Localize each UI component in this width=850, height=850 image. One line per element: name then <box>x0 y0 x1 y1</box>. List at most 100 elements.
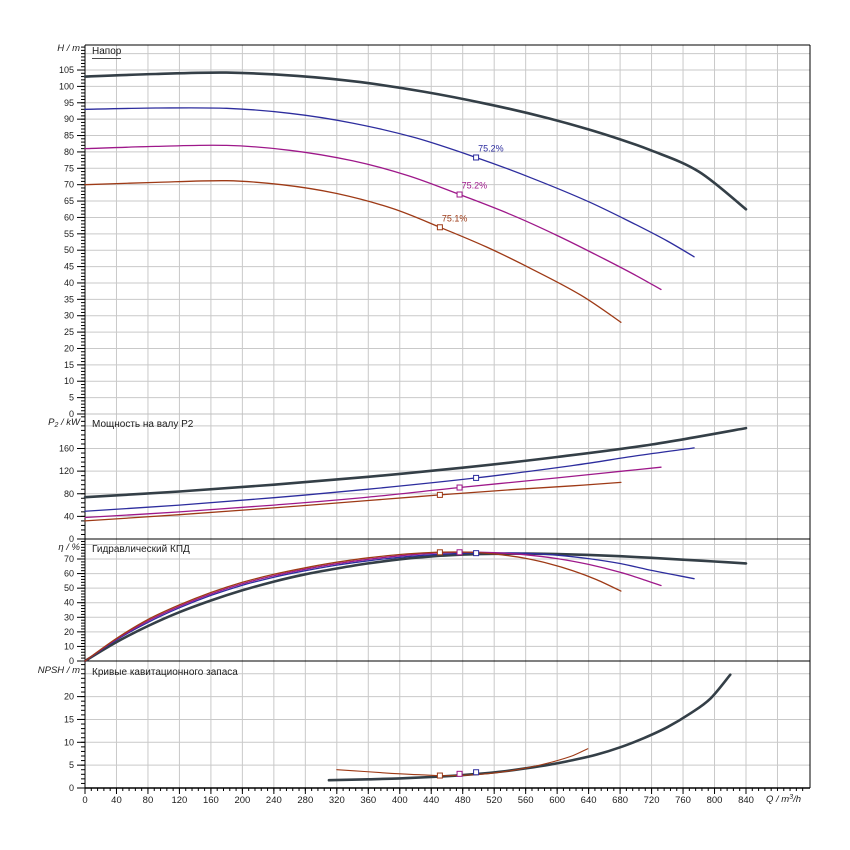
x-tick-label: 600 <box>549 795 565 806</box>
y-tick-label: 10 <box>64 376 74 386</box>
x-tick-label: 120 <box>171 795 187 806</box>
y-tick-label: 50 <box>64 583 74 593</box>
y-unit-power: P2 / kW <box>48 417 80 429</box>
y-tick-label: 20 <box>64 627 74 637</box>
y-tick-label: 160 <box>59 444 74 454</box>
efficiency-curve-s4 <box>84 551 622 662</box>
y-tick-label: 80 <box>64 147 74 157</box>
x-tick-label: 240 <box>266 795 282 806</box>
y-tick-label: 50 <box>64 245 74 255</box>
y-tick-label: 60 <box>64 212 74 222</box>
y-tick-label: 30 <box>64 311 74 321</box>
x-tick-label: 840 <box>738 795 754 806</box>
y-tick-label: 10 <box>64 737 74 747</box>
x-tick-label: 400 <box>392 795 408 806</box>
y-tick-label: 20 <box>64 343 74 353</box>
efficiency-label: 75.2% <box>478 143 504 153</box>
y-tick-label: 75 <box>64 163 74 173</box>
head-duty-marker <box>436 224 443 231</box>
y-tick-label: 70 <box>64 180 74 190</box>
power-curve-s1 <box>83 426 748 499</box>
efficiency-label: 75.2% <box>462 181 488 191</box>
efficiency-duty-marker <box>456 549 463 556</box>
x-unit-flow: Q / m3/h <box>766 794 802 805</box>
power-curve-s2 <box>84 447 695 512</box>
y-tick-label: 0 <box>69 783 74 793</box>
x-tick-label: 720 <box>644 795 660 806</box>
x-tick-label: 640 <box>581 795 597 806</box>
panel-title-npsh: Кривые кавитационного запаса <box>92 667 238 678</box>
efficiency-curve-s1 <box>83 552 748 663</box>
y-tick-label: 10 <box>64 641 74 651</box>
panel-title-head: Напор <box>92 46 122 59</box>
x-tick-label: 0 <box>82 795 87 806</box>
power-duty-marker <box>456 484 463 491</box>
x-tick-label: 760 <box>675 795 691 806</box>
head-duty-marker <box>473 154 480 161</box>
x-tick-label: 520 <box>486 795 502 806</box>
power-duty-marker <box>473 474 480 481</box>
x-tick-label: 80 <box>143 795 154 806</box>
y-unit-efficiency: η / % <box>58 542 80 553</box>
y-tick-label: 0 <box>69 534 74 544</box>
y-tick-label: 85 <box>64 131 74 141</box>
y-tick-label: 0 <box>69 409 74 419</box>
y-tick-label: 25 <box>64 327 74 337</box>
head-duty-marker <box>456 191 463 198</box>
power-curve-s4 <box>84 481 622 522</box>
power-curve-s3 <box>84 466 662 519</box>
y-tick-label: 40 <box>64 511 74 521</box>
head-curve-s2 <box>84 107 695 258</box>
x-tick-label: 800 <box>707 795 723 806</box>
x-tick-label: 280 <box>297 795 313 806</box>
npsh-duty-marker <box>436 772 443 779</box>
y-tick-label: 40 <box>64 598 74 608</box>
y-tick-label: 5 <box>69 393 74 403</box>
head-curve-s3 <box>84 144 662 291</box>
y-tick-label: 100 <box>59 81 74 91</box>
y-tick-label: 20 <box>64 692 74 702</box>
y-tick-label: 45 <box>64 262 74 272</box>
y-unit-npsh: NPSH / m <box>37 665 80 676</box>
npsh-duty-marker <box>456 770 463 777</box>
y-tick-label: 120 <box>59 466 74 476</box>
head-curve-s4 <box>84 180 622 323</box>
x-tick-label: 320 <box>329 795 345 806</box>
efficiency-duty-marker <box>436 549 443 556</box>
y-tick-label: 60 <box>64 569 74 579</box>
y-tick-label: 55 <box>64 229 74 239</box>
efficiency-duty-marker <box>473 550 480 557</box>
y-tick-label: 35 <box>64 294 74 304</box>
power-duty-marker <box>436 491 443 498</box>
x-tick-label: 560 <box>518 795 534 806</box>
head-curve-s1 <box>83 71 748 211</box>
y-tick-label: 70 <box>64 554 74 564</box>
x-tick-label: 200 <box>234 795 250 806</box>
efficiency-label: 75.1% <box>442 213 468 223</box>
x-tick-label: 480 <box>455 795 471 806</box>
y-unit-head: H / m <box>57 43 80 54</box>
npsh-duty-marker <box>473 769 480 776</box>
x-tick-label: 680 <box>612 795 628 806</box>
efficiency-curve-s2 <box>84 552 695 662</box>
y-tick-label: 95 <box>64 98 74 108</box>
y-tick-label: 5 <box>69 760 74 770</box>
npsh-curve-s1 <box>327 673 732 782</box>
panel-title-power: Мощность на валу P2 <box>92 419 194 430</box>
y-tick-label: 0 <box>69 656 74 666</box>
panel-title-efficiency: Гидравлический КПД <box>92 544 190 555</box>
x-tick-label: 440 <box>423 795 439 806</box>
x-tick-label: 160 <box>203 795 219 806</box>
y-tick-label: 90 <box>64 114 74 124</box>
x-tick-label: 40 <box>111 795 122 806</box>
y-tick-label: 30 <box>64 612 74 622</box>
efficiency-curve-s3 <box>84 551 662 662</box>
y-tick-label: 80 <box>64 489 74 499</box>
y-tick-label: 40 <box>64 278 74 288</box>
y-tick-label: 105 <box>59 65 74 75</box>
y-tick-label: 15 <box>64 714 74 724</box>
y-tick-label: 15 <box>64 360 74 370</box>
x-tick-label: 360 <box>360 795 376 806</box>
